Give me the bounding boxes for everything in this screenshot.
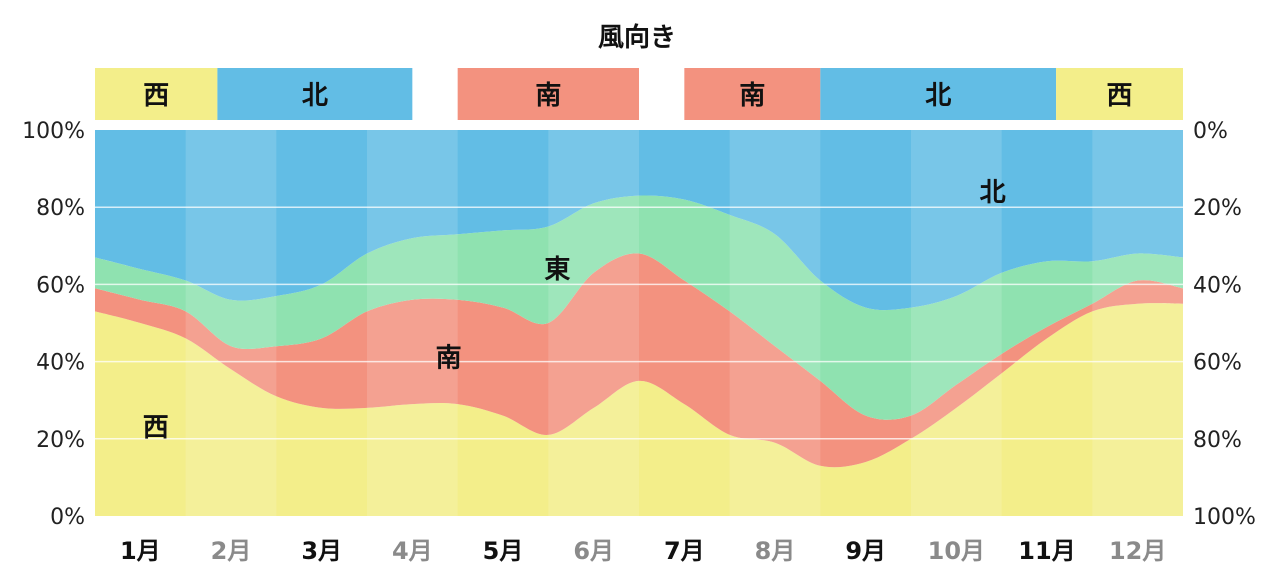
band-label-3: 南 bbox=[739, 81, 765, 111]
band-label-4: 北 bbox=[925, 81, 951, 111]
y-left-tick-3: 60% bbox=[36, 273, 85, 298]
series-labels: 西 南 東 北 bbox=[143, 178, 1006, 443]
x-tick-10: 10月 bbox=[928, 537, 985, 565]
month-stripe-4 bbox=[367, 130, 458, 516]
series-label-0: 西 bbox=[143, 413, 169, 443]
x-tick-11: 11月 bbox=[1018, 537, 1075, 565]
band-2 bbox=[457, 68, 639, 120]
series-label-3: 北 bbox=[980, 178, 1006, 208]
y-right-tick-2: 60% bbox=[1193, 351, 1242, 376]
x-tick-9: 9月 bbox=[845, 537, 886, 565]
y-right-tick-1: 80% bbox=[1193, 428, 1242, 453]
x-tick-5: 5月 bbox=[483, 537, 524, 565]
month-stripe-12 bbox=[1092, 130, 1183, 516]
month-stripe-8 bbox=[729, 130, 821, 516]
band-label-5: 西 bbox=[1107, 81, 1133, 111]
y-left-tick-2: 40% bbox=[36, 351, 85, 376]
gridlines bbox=[95, 206, 1183, 440]
band-1 bbox=[217, 68, 413, 120]
y-right-tick-0: 100% bbox=[1193, 505, 1256, 530]
x-axis: 1月 2月 3月 4月 5月 6月 7月 8月 9月 10月 11月 12月 bbox=[120, 537, 1166, 565]
x-tick-7: 7月 bbox=[664, 537, 705, 565]
y-right-tick-5: 0% bbox=[1193, 119, 1228, 144]
chart-title: 風向き bbox=[598, 22, 676, 53]
band-label-0: 西 bbox=[143, 81, 169, 111]
x-tick-4: 4月 bbox=[392, 537, 433, 565]
band-0 bbox=[95, 68, 218, 120]
month-stripe-6 bbox=[548, 130, 639, 516]
series-label-1: 南 bbox=[436, 344, 462, 374]
band-label-2: 南 bbox=[535, 81, 561, 111]
x-tick-1: 1月 bbox=[120, 537, 161, 565]
y-left-tick-5: 100% bbox=[22, 119, 85, 144]
band-3 bbox=[684, 68, 821, 120]
month-stripe-2 bbox=[185, 130, 277, 516]
y-right-tick-3: 40% bbox=[1193, 273, 1242, 298]
area-series-1 bbox=[95, 253, 1183, 468]
y-axis-right: 100% 80% 60% 40% 20% 0% bbox=[1193, 119, 1256, 530]
y-left-tick-0: 0% bbox=[50, 505, 85, 530]
y-right-tick-4: 20% bbox=[1193, 196, 1242, 221]
area-series-0 bbox=[95, 303, 1183, 516]
x-tick-12: 12月 bbox=[1109, 537, 1166, 565]
band-4 bbox=[820, 68, 1057, 120]
x-tick-8: 8月 bbox=[755, 537, 796, 565]
dominant-direction-bands: 西北南南北西 bbox=[95, 68, 1183, 120]
band-5 bbox=[1056, 68, 1183, 120]
plot-area: 西 南 東 北 bbox=[95, 130, 1183, 516]
area-series-2 bbox=[95, 195, 1183, 420]
band-label-1: 北 bbox=[302, 81, 328, 111]
stacked-areas bbox=[95, 130, 1183, 516]
area-series-3 bbox=[95, 130, 1183, 311]
y-left-tick-1: 20% bbox=[36, 428, 85, 453]
y-left-tick-4: 80% bbox=[36, 196, 85, 221]
series-label-2: 東 bbox=[544, 255, 570, 285]
month-stripes bbox=[185, 130, 1183, 516]
y-axis-left: 0% 20% 40% 60% 80% 100% bbox=[22, 119, 85, 530]
month-stripe-10 bbox=[911, 130, 1002, 516]
x-tick-2: 2月 bbox=[211, 537, 252, 565]
x-tick-6: 6月 bbox=[573, 537, 614, 565]
x-tick-3: 3月 bbox=[301, 537, 342, 565]
